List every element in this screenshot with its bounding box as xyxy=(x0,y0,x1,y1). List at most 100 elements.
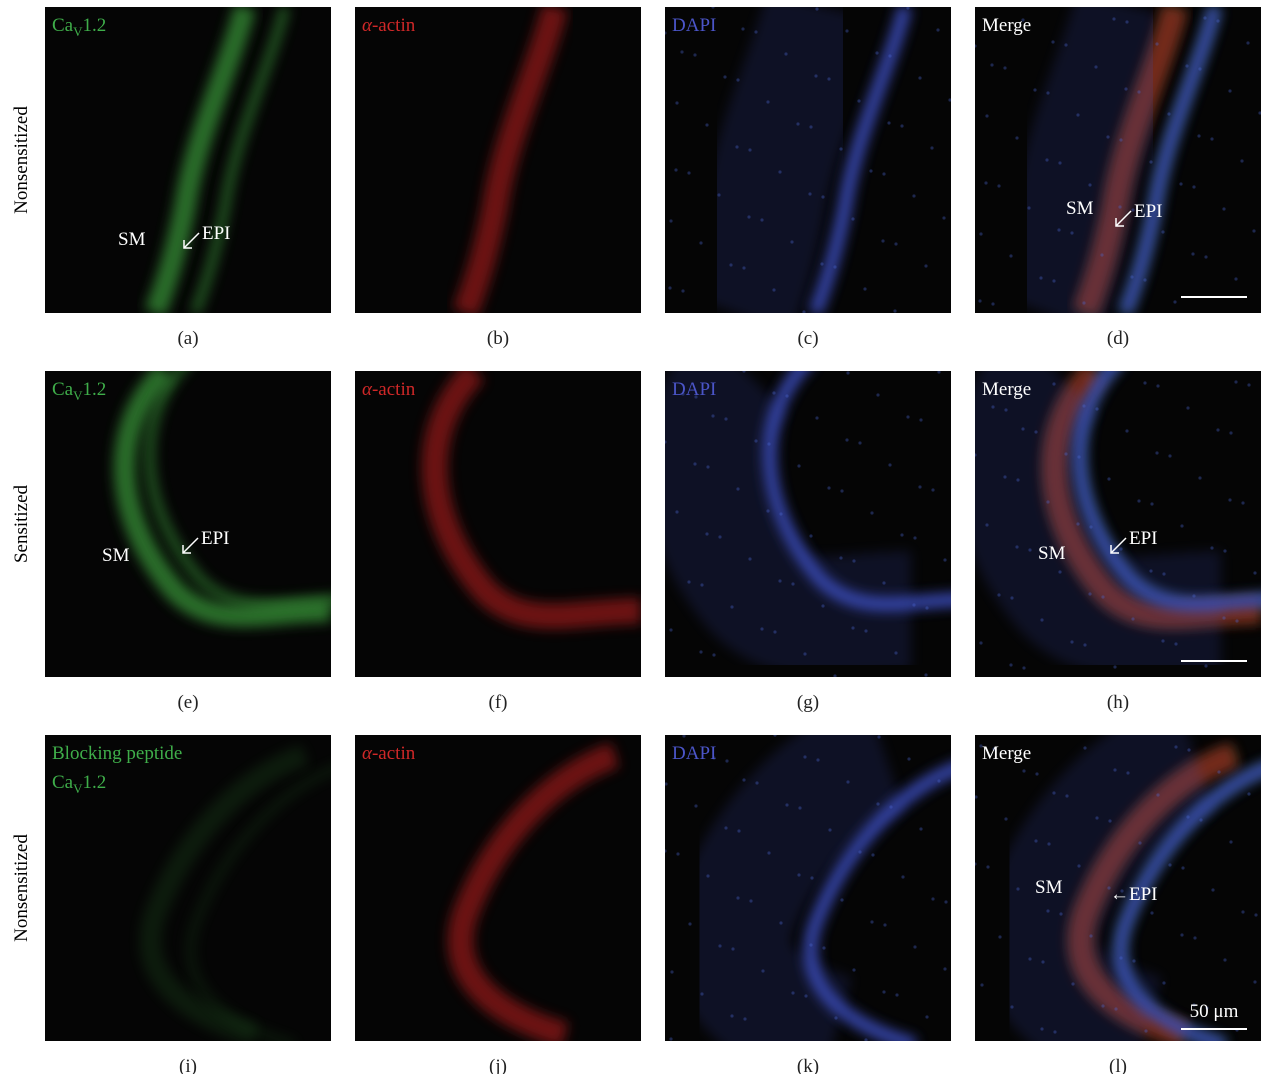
nucleus xyxy=(919,418,922,421)
tissue-strip xyxy=(735,7,825,313)
nucleus xyxy=(1077,455,1080,458)
nucleus xyxy=(1191,252,1194,255)
nucleus xyxy=(840,489,843,492)
nucleus xyxy=(833,674,836,677)
nucleus xyxy=(881,239,884,242)
nucleus xyxy=(754,439,757,442)
nucleus xyxy=(997,184,1000,187)
panel: DAPI xyxy=(663,359,976,678)
nucleus xyxy=(1174,642,1177,645)
nucleus xyxy=(1039,276,1042,279)
nucleus xyxy=(1016,478,1019,481)
nucleus xyxy=(742,778,745,781)
nucleus xyxy=(991,302,994,305)
nucleus xyxy=(845,29,848,32)
nucleus xyxy=(681,289,684,292)
nucleus xyxy=(1173,300,1176,303)
nucleus xyxy=(1198,476,1201,479)
nucleus xyxy=(1033,88,1036,91)
nucleus xyxy=(1235,619,1238,622)
nucleus xyxy=(1059,912,1062,915)
nucleus xyxy=(760,218,763,221)
nucleus xyxy=(1010,596,1013,599)
nucleus xyxy=(723,75,726,78)
nucleus xyxy=(675,101,678,104)
nucleus xyxy=(1022,666,1025,669)
channel-label-part: DAPI xyxy=(672,743,716,764)
nucleus xyxy=(743,1017,746,1020)
nucleus xyxy=(931,488,934,491)
nucleus xyxy=(1186,406,1189,409)
nucleus xyxy=(1034,839,1037,842)
nucleus xyxy=(1150,502,1153,505)
nucleus xyxy=(1204,255,1207,258)
nucleus xyxy=(894,242,897,245)
nucleus xyxy=(796,122,799,125)
nucleus xyxy=(1094,65,1097,68)
nucleus xyxy=(1174,745,1177,748)
nucleus xyxy=(754,30,757,33)
nucleus xyxy=(1016,887,1019,890)
nucleus xyxy=(1193,936,1196,939)
nucleus xyxy=(1223,958,1226,961)
nucleus xyxy=(731,947,734,950)
micrograph xyxy=(45,371,331,677)
nucleus xyxy=(839,147,842,150)
nucleus xyxy=(821,604,824,607)
nucleus xyxy=(858,441,861,444)
nucleus xyxy=(1210,546,1213,549)
nucleus xyxy=(1047,842,1050,845)
nucleus xyxy=(688,922,691,925)
nucleus xyxy=(669,1037,672,1040)
nucleus xyxy=(828,828,831,831)
nucleus xyxy=(1070,640,1073,643)
channel-label-part: Merge xyxy=(982,743,1031,764)
nucleus xyxy=(986,865,989,868)
nucleus xyxy=(1119,956,1122,959)
nucleus xyxy=(1003,66,1006,69)
nucleus xyxy=(700,583,703,586)
nucleus xyxy=(1095,816,1098,819)
nucleus xyxy=(815,7,818,10)
nucleus xyxy=(1108,819,1111,822)
nucleus xyxy=(729,263,732,266)
nucleus xyxy=(682,734,685,737)
nucleus xyxy=(1240,159,1243,162)
nucleus xyxy=(1126,771,1129,774)
nucleus xyxy=(1114,1007,1117,1010)
nucleus xyxy=(1035,772,1038,775)
nucleus xyxy=(1143,278,1146,281)
nucleus xyxy=(797,873,800,876)
nucleus xyxy=(937,370,940,373)
panel-caption: (h) xyxy=(1107,692,1129,713)
nucleus xyxy=(1168,863,1171,866)
figure: NonsensitizedCaV1.2SMEPI(a)α-actin(b)DAP… xyxy=(0,0,1261,1074)
nucleus xyxy=(1015,545,1018,548)
nucleus xyxy=(1071,982,1074,985)
nucleus xyxy=(1028,957,1031,960)
panel-caption: (a) xyxy=(177,328,198,349)
nucleus xyxy=(1076,522,1079,525)
nucleus xyxy=(663,31,666,34)
nucleus xyxy=(1113,665,1116,668)
channel-label: DAPI xyxy=(672,379,716,400)
nucleus xyxy=(712,653,715,656)
nucleus xyxy=(699,650,702,653)
nucleus xyxy=(1254,913,1257,916)
nucleus xyxy=(822,946,825,949)
nucleus xyxy=(875,51,878,54)
nucleus xyxy=(930,146,933,149)
nucleus xyxy=(869,169,872,172)
nucleus xyxy=(912,603,915,606)
nucleus xyxy=(913,536,916,539)
nucleus xyxy=(791,582,794,585)
nucleus xyxy=(760,627,763,630)
channel-label: Merge xyxy=(982,379,1031,400)
nucleus xyxy=(718,535,721,538)
panel: DAPI xyxy=(663,733,965,1045)
nucleus xyxy=(858,850,861,853)
nucleus xyxy=(1156,384,1159,387)
nucleus xyxy=(730,605,733,608)
nucleus xyxy=(767,851,770,854)
nucleus xyxy=(1083,746,1086,749)
